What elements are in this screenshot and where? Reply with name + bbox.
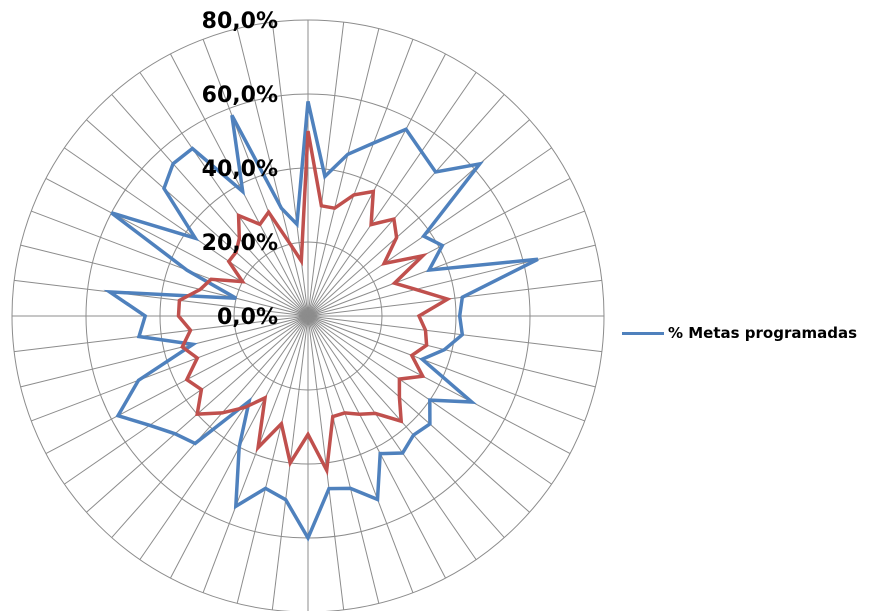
grid-spoke [307,315,477,560]
grid-spoke [139,72,309,317]
grid-spoke [307,315,530,513]
grid-spoke [307,28,380,317]
grid-spoke [64,147,309,317]
legend-line-icon [622,331,664,335]
grid-spoke [307,315,505,538]
radial-tick-label: 20,0% [202,231,278,256]
legend-label: % Metas programadas [668,324,858,342]
grid-spoke [307,279,602,317]
grid-spoke [307,119,530,317]
grid-spoke [307,315,585,422]
grid-spoke [307,72,477,317]
grid-spoke [202,315,309,593]
radial-tick-label: 80,0% [202,9,278,34]
grid-spoke [307,94,505,317]
grid-spoke [307,210,585,317]
grid-spoke [111,315,309,538]
radar-grid [11,19,605,611]
grid-spoke [20,244,309,317]
legend: % Metas programadas [622,324,857,342]
grid-spoke [169,53,309,317]
grid-spoke [14,279,309,317]
grid-spoke [236,315,309,604]
grid-spoke [307,53,447,317]
grid-spoke [307,315,447,579]
grid-spoke [64,315,309,485]
radial-tick-label: 0,0% [217,305,278,330]
grid-spoke [111,94,309,317]
grid-spoke [307,147,552,317]
grid-spoke [45,177,309,317]
grid-spoke [20,315,309,388]
grid-spoke [271,22,309,317]
radar-series [103,101,539,542]
series-line-0 [103,101,539,542]
series-line-1 [176,130,452,477]
grid-spoke [45,315,309,455]
grid-spoke [31,210,309,317]
radial-tick-labels: 0,0% 20,0% 40,0% 60,0% 80,0% [202,9,278,330]
grid-spoke [139,315,309,560]
grid-spoke [307,315,414,593]
grid-spoke [307,39,414,317]
grid-spoke [236,28,309,317]
grid-spoke [307,315,571,455]
grid-spoke [86,119,309,317]
grid-spoke [307,315,380,604]
radial-tick-label: 40,0% [202,157,278,182]
grid-spoke [307,244,596,317]
grid-spoke [202,39,309,317]
grid-spoke [307,315,596,388]
grid-spoke [307,177,571,317]
radial-tick-label: 60,0% [202,83,278,108]
grid-spoke [31,315,309,422]
grid-spoke [14,315,309,353]
grid-spoke [307,315,602,353]
grid-spoke [307,22,345,317]
